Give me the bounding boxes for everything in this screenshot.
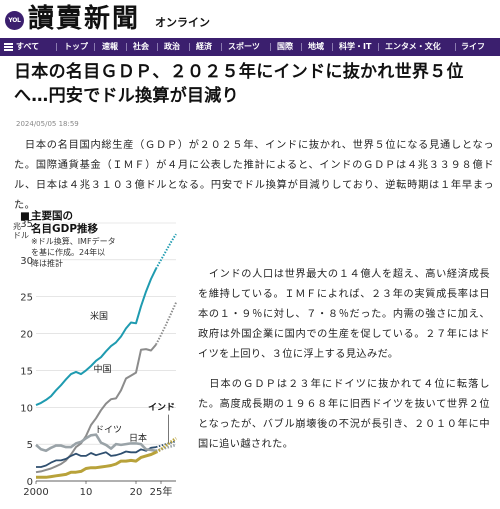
article-paragraph: インドの人口は世界最大の１４億人を超え、高い経済成長を維持している。ＩＭＦによれ…	[198, 269, 490, 360]
nav-item-entertainment[interactable]: エンタメ・文化	[385, 42, 441, 51]
series-line	[35, 268, 157, 407]
nav-separator	[378, 43, 379, 51]
x-tick-label: 25年	[150, 485, 173, 498]
nav-item-economy[interactable]: 経済	[196, 42, 212, 51]
series-label-china: 中国	[94, 363, 112, 375]
site-header: YOL 讀賣新聞 オンライン	[0, 0, 500, 38]
nav-separator	[157, 43, 158, 51]
nav-item-international[interactable]: 国際	[277, 42, 293, 51]
x-tick-label: 10	[80, 487, 93, 498]
article-title: 日本の名目ＧＤＰ、２０２５年にインドに抜かれ世界５位へ…円安でドル換算が目減り	[14, 62, 464, 106]
series-line-estimate	[155, 233, 177, 270]
nav-separator	[455, 43, 456, 51]
nav-item-society[interactable]: 社会	[133, 42, 149, 51]
y-axis-unit: 兆	[13, 221, 21, 231]
y-tick-label: 15	[20, 366, 33, 377]
x-tick-label: 2000	[23, 487, 48, 498]
article-paragraph: 日本の名目国内総生産（ＧＤＰ）が２０２５年、インドに抜かれ、世界５位になる見通し…	[14, 140, 494, 211]
series-label-germany: ドイツ	[95, 425, 122, 435]
y-tick-label: 20	[20, 330, 33, 341]
series-label-india: インド	[148, 402, 175, 413]
nav-separator	[221, 43, 222, 51]
x-axis-ticks: 2000 10 20 25年	[23, 481, 172, 498]
series-label-us: 米国	[90, 310, 108, 322]
y-tick-label: 30	[20, 256, 33, 267]
nav-item-regional[interactable]: 地域	[308, 42, 324, 51]
nav-separator	[270, 43, 271, 51]
nav-item-sports[interactable]: スポーツ	[228, 42, 260, 51]
chart-title-marker: ■	[20, 210, 30, 222]
nav-item-top[interactable]: トップ	[64, 42, 88, 51]
site-logo[interactable]: 讀賣新聞	[28, 4, 141, 34]
nav-item-politics[interactable]: 政治	[164, 42, 180, 51]
series-line	[36, 446, 157, 468]
nav-item-life[interactable]: ライフ	[461, 42, 485, 51]
nav-item-science-it[interactable]: 科学・IT	[339, 42, 372, 51]
category-nav: すべて トップ 速報 社会 政治 経済 スポーツ 国際 地域 科学・IT エンタ…	[0, 38, 500, 56]
series-label-japan: 日本	[129, 432, 147, 444]
series-line-estimate	[155, 436, 177, 454]
x-tick-label: 20	[130, 487, 143, 498]
series-line-estimate	[155, 302, 177, 346]
chart-title-line-2: 名目GDP推移	[31, 222, 99, 235]
nav-separator	[189, 43, 190, 51]
hamburger-icon[interactable]	[4, 43, 13, 51]
gdp-line-chart: 35 30 25 20 15 10 5 0 2000 10 20 25年 ■ 主要国の 名目GDP推…	[13, 209, 177, 498]
yol-badge[interactable]: YOL	[5, 11, 24, 30]
nav-separator	[56, 43, 57, 51]
chart-title-line-1: 主要国の	[31, 209, 73, 222]
y-tick-label: 5	[27, 440, 33, 451]
series-line	[36, 450, 157, 479]
nav-separator	[126, 43, 127, 51]
chart-grid	[36, 222, 176, 482]
y-tick-label: 10	[20, 403, 33, 414]
y-tick-label: 35	[20, 219, 33, 230]
chart-note-line-2: を基に作成。24年以	[31, 247, 105, 257]
nav-separator	[301, 43, 302, 51]
site-logo-sub[interactable]: オンライン	[155, 16, 210, 29]
article-paragraph: 日本のＧＤＰは２３年にドイツに抜かれて４位に転落した。高度成長期の１９６８年に旧…	[198, 379, 490, 450]
chart-series	[35, 233, 177, 479]
series-line	[35, 433, 157, 453]
nav-item-all[interactable]: すべて	[16, 42, 40, 51]
nav-separator	[94, 43, 95, 51]
series-line	[35, 343, 157, 474]
y-tick-label: 25	[20, 293, 33, 304]
y-axis-unit: ドル	[13, 231, 29, 240]
chart-note-line-1: ※ドル換算、IMFデータ	[31, 236, 116, 246]
y-axis-ticks: 35 30 25 20 15 10 5 0	[20, 219, 33, 488]
chart-note-line-3: 降は推計	[31, 258, 63, 268]
y-tick-label: 0	[27, 477, 33, 488]
nav-item-breaking[interactable]: 速報	[102, 42, 118, 51]
nav-separator	[332, 43, 333, 51]
article-date: 2024/05/05 18:59	[16, 120, 79, 128]
